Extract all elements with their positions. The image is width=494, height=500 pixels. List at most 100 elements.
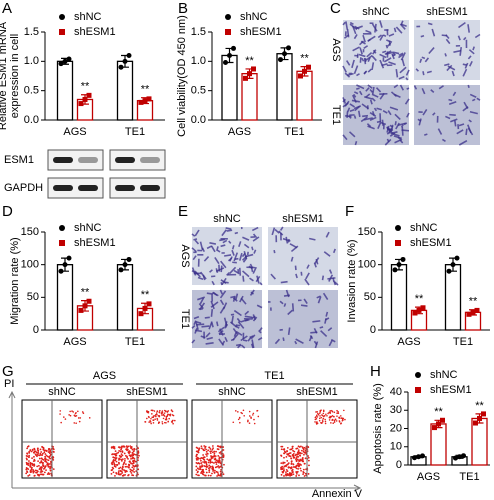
legend-marker <box>59 14 65 20</box>
cell <box>238 252 243 261</box>
cell <box>387 110 392 116</box>
event <box>218 461 221 463</box>
cell <box>395 122 400 130</box>
event <box>206 455 208 457</box>
y-tick-label: 150 <box>358 226 376 238</box>
blot-band <box>115 185 135 191</box>
event <box>296 451 299 454</box>
data-point <box>58 61 64 67</box>
event <box>137 473 139 476</box>
event <box>295 475 298 477</box>
event <box>137 459 139 462</box>
event <box>211 467 214 470</box>
event <box>129 455 132 458</box>
event <box>39 448 42 451</box>
cell <box>356 87 360 90</box>
cell <box>218 329 224 335</box>
cell <box>312 320 321 323</box>
data-point <box>453 455 458 461</box>
event <box>203 445 206 447</box>
event <box>238 416 241 419</box>
cell <box>283 303 287 307</box>
event <box>195 455 198 457</box>
event <box>115 454 118 457</box>
blot-band <box>53 157 73 163</box>
event <box>41 445 43 448</box>
event <box>285 464 288 466</box>
panel-letter: H <box>370 363 381 380</box>
event <box>209 458 212 461</box>
event <box>40 451 43 453</box>
cell <box>365 87 370 92</box>
event <box>155 412 158 414</box>
event <box>208 446 211 449</box>
event <box>28 456 30 459</box>
column-label: shESM1 <box>426 6 468 18</box>
event <box>132 464 135 467</box>
event <box>47 451 50 453</box>
event <box>304 449 307 452</box>
event <box>287 453 290 455</box>
event <box>300 452 303 455</box>
cell <box>463 36 467 41</box>
y-tick-label: 20 <box>390 422 402 434</box>
event <box>36 471 38 474</box>
event <box>158 411 161 414</box>
cell <box>251 339 255 349</box>
cell <box>447 65 456 71</box>
event <box>315 414 318 417</box>
data-point <box>251 66 256 72</box>
cell <box>459 46 463 56</box>
event <box>29 463 32 466</box>
event <box>322 410 325 413</box>
cell <box>400 20 404 26</box>
event <box>239 421 241 424</box>
event <box>151 409 154 412</box>
event <box>319 415 321 417</box>
data-point <box>302 68 307 74</box>
event <box>329 410 332 412</box>
cell <box>349 103 355 108</box>
event <box>320 416 323 419</box>
y-tick-label: 40 <box>390 386 402 398</box>
event <box>211 472 213 475</box>
cell <box>458 21 466 29</box>
cell <box>322 292 329 301</box>
cell <box>422 71 425 76</box>
bar <box>116 264 134 331</box>
event <box>285 455 288 458</box>
event <box>201 465 204 468</box>
panel-letter: A <box>2 0 12 17</box>
data-point <box>470 309 476 315</box>
event <box>284 451 287 454</box>
significance: ** <box>245 55 254 67</box>
cell <box>232 327 238 335</box>
event <box>130 454 133 457</box>
cell <box>353 33 358 40</box>
event <box>112 461 115 463</box>
cell <box>353 105 362 110</box>
cell <box>356 73 360 77</box>
event <box>43 471 46 474</box>
x-tick-label: TE1 <box>453 336 473 348</box>
cell <box>469 110 478 115</box>
cell <box>242 236 250 241</box>
cell <box>205 342 214 345</box>
significance: ** <box>81 81 90 93</box>
cell <box>383 57 392 63</box>
y-tick-label: 0.5 <box>191 85 206 97</box>
event <box>196 458 199 461</box>
cell <box>448 98 453 102</box>
event <box>163 412 166 414</box>
event <box>39 461 41 464</box>
cell <box>374 23 377 33</box>
event <box>78 420 81 423</box>
event <box>132 454 135 457</box>
event <box>165 417 168 420</box>
cell <box>398 53 404 59</box>
event <box>195 473 198 476</box>
cell <box>200 271 207 280</box>
event <box>112 467 115 470</box>
cell <box>214 257 220 265</box>
event <box>297 449 300 452</box>
